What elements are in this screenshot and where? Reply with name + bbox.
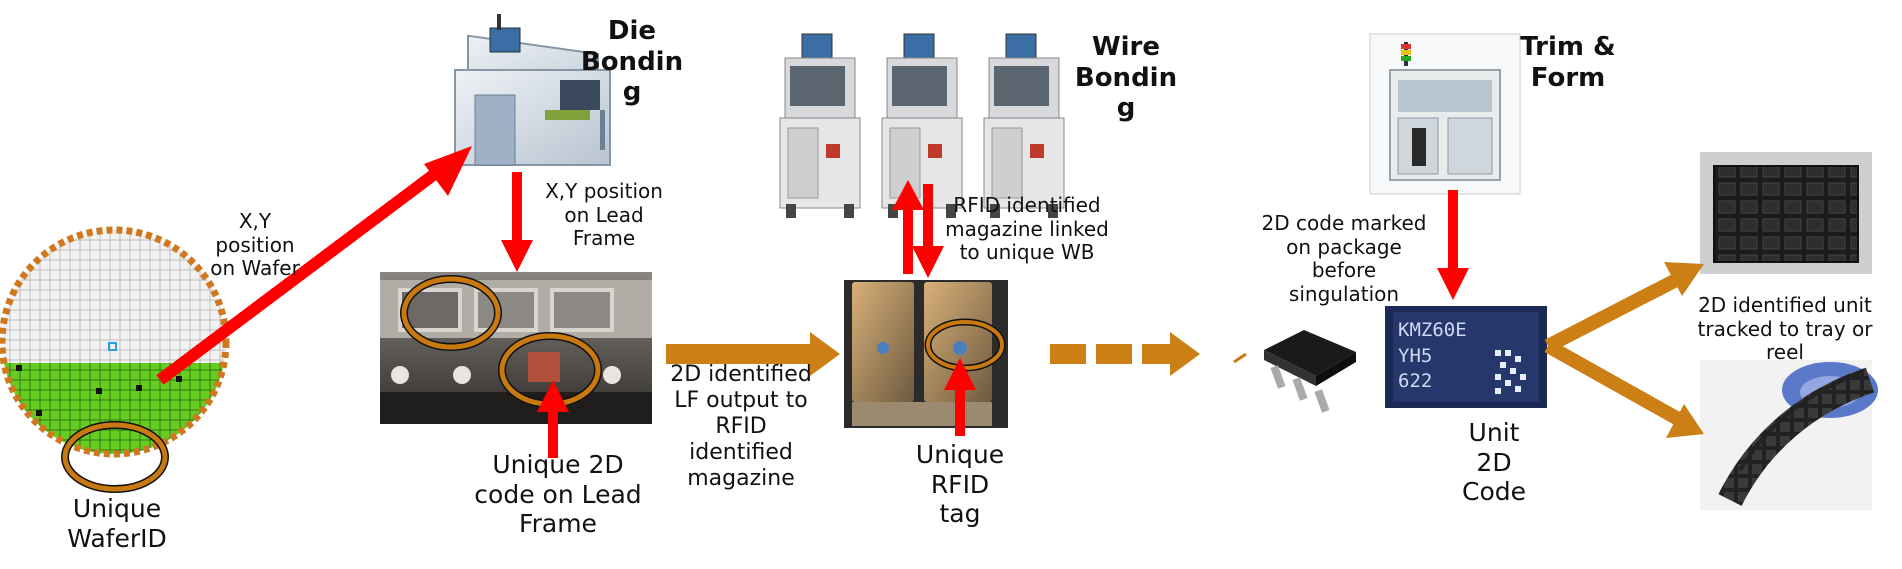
trim-form-down-arrow <box>1437 190 1469 300</box>
unit-2d-code-label: Unit 2D Code <box>1461 418 1526 506</box>
lead-frame-to-magazine-arrow <box>666 332 840 376</box>
chip-marking-line-3: 622 <box>1398 370 1433 393</box>
unique-rfid-tag-label: Unique RFID tag <box>915 440 1005 528</box>
wire-bonder-machine-icon <box>779 33 1065 218</box>
reel-photo-icon <box>1700 360 1878 510</box>
wire-bonding-up-arrow <box>892 180 924 274</box>
unit-chip-photo-icon <box>1385 306 1547 408</box>
rfid-tag-up-arrow <box>944 358 976 436</box>
stage-title-trim-form: Trim & Form <box>1520 32 1616 93</box>
unit-to-tray-arrow <box>1544 262 1704 353</box>
lead-frame-position-label: X,Y position on Lead Frame <box>545 179 663 251</box>
chip-marking-line-2: YH5 <box>1398 344 1433 367</box>
stage-title-die-bonding: Die Bondin g <box>580 16 684 108</box>
lf-output-label: 2D identified LF output to RFID identifi… <box>670 362 812 491</box>
unique-wafer-id-label: Unique WaferID <box>67 494 167 553</box>
magazine-to-package-dashed-arrow <box>1050 332 1200 376</box>
unique-2d-lead-frame-label: Unique 2D code on Lead Frame <box>474 450 642 538</box>
unit-to-reel-arrow <box>1544 339 1704 438</box>
die-bonding-down-arrow <box>501 172 533 272</box>
wafer-position-label: X,Y position on Wafer <box>210 209 300 281</box>
rfid-magazine-label: RFID identified magazine linked to uniqu… <box>945 193 1109 265</box>
code-marked-label: 2D code marked on package before singula… <box>1261 211 1427 306</box>
wafer-map-icon <box>0 226 230 458</box>
chip-marking: KMZ60E YH5 622 <box>1398 318 1498 395</box>
stage-title-wire-bonding: Wire Bondin g <box>1074 32 1178 124</box>
chip-marking-line-1: KMZ60E <box>1398 319 1467 341</box>
trim-form-machine-icon <box>1369 33 1521 195</box>
lead-frame-up-arrow <box>537 380 569 458</box>
tracked-to-tray-label: 2D identified unit tracked to tray or re… <box>1697 293 1873 365</box>
tray-photo-icon <box>1700 152 1872 274</box>
sot-package-icon <box>1233 330 1356 413</box>
wire-bonding-down-arrow <box>912 184 944 278</box>
wafer-to-die-bonding-arrow <box>156 146 472 385</box>
die-bonder-machine-icon <box>454 14 611 166</box>
rfid-magazine-photo-icon <box>844 280 1008 428</box>
